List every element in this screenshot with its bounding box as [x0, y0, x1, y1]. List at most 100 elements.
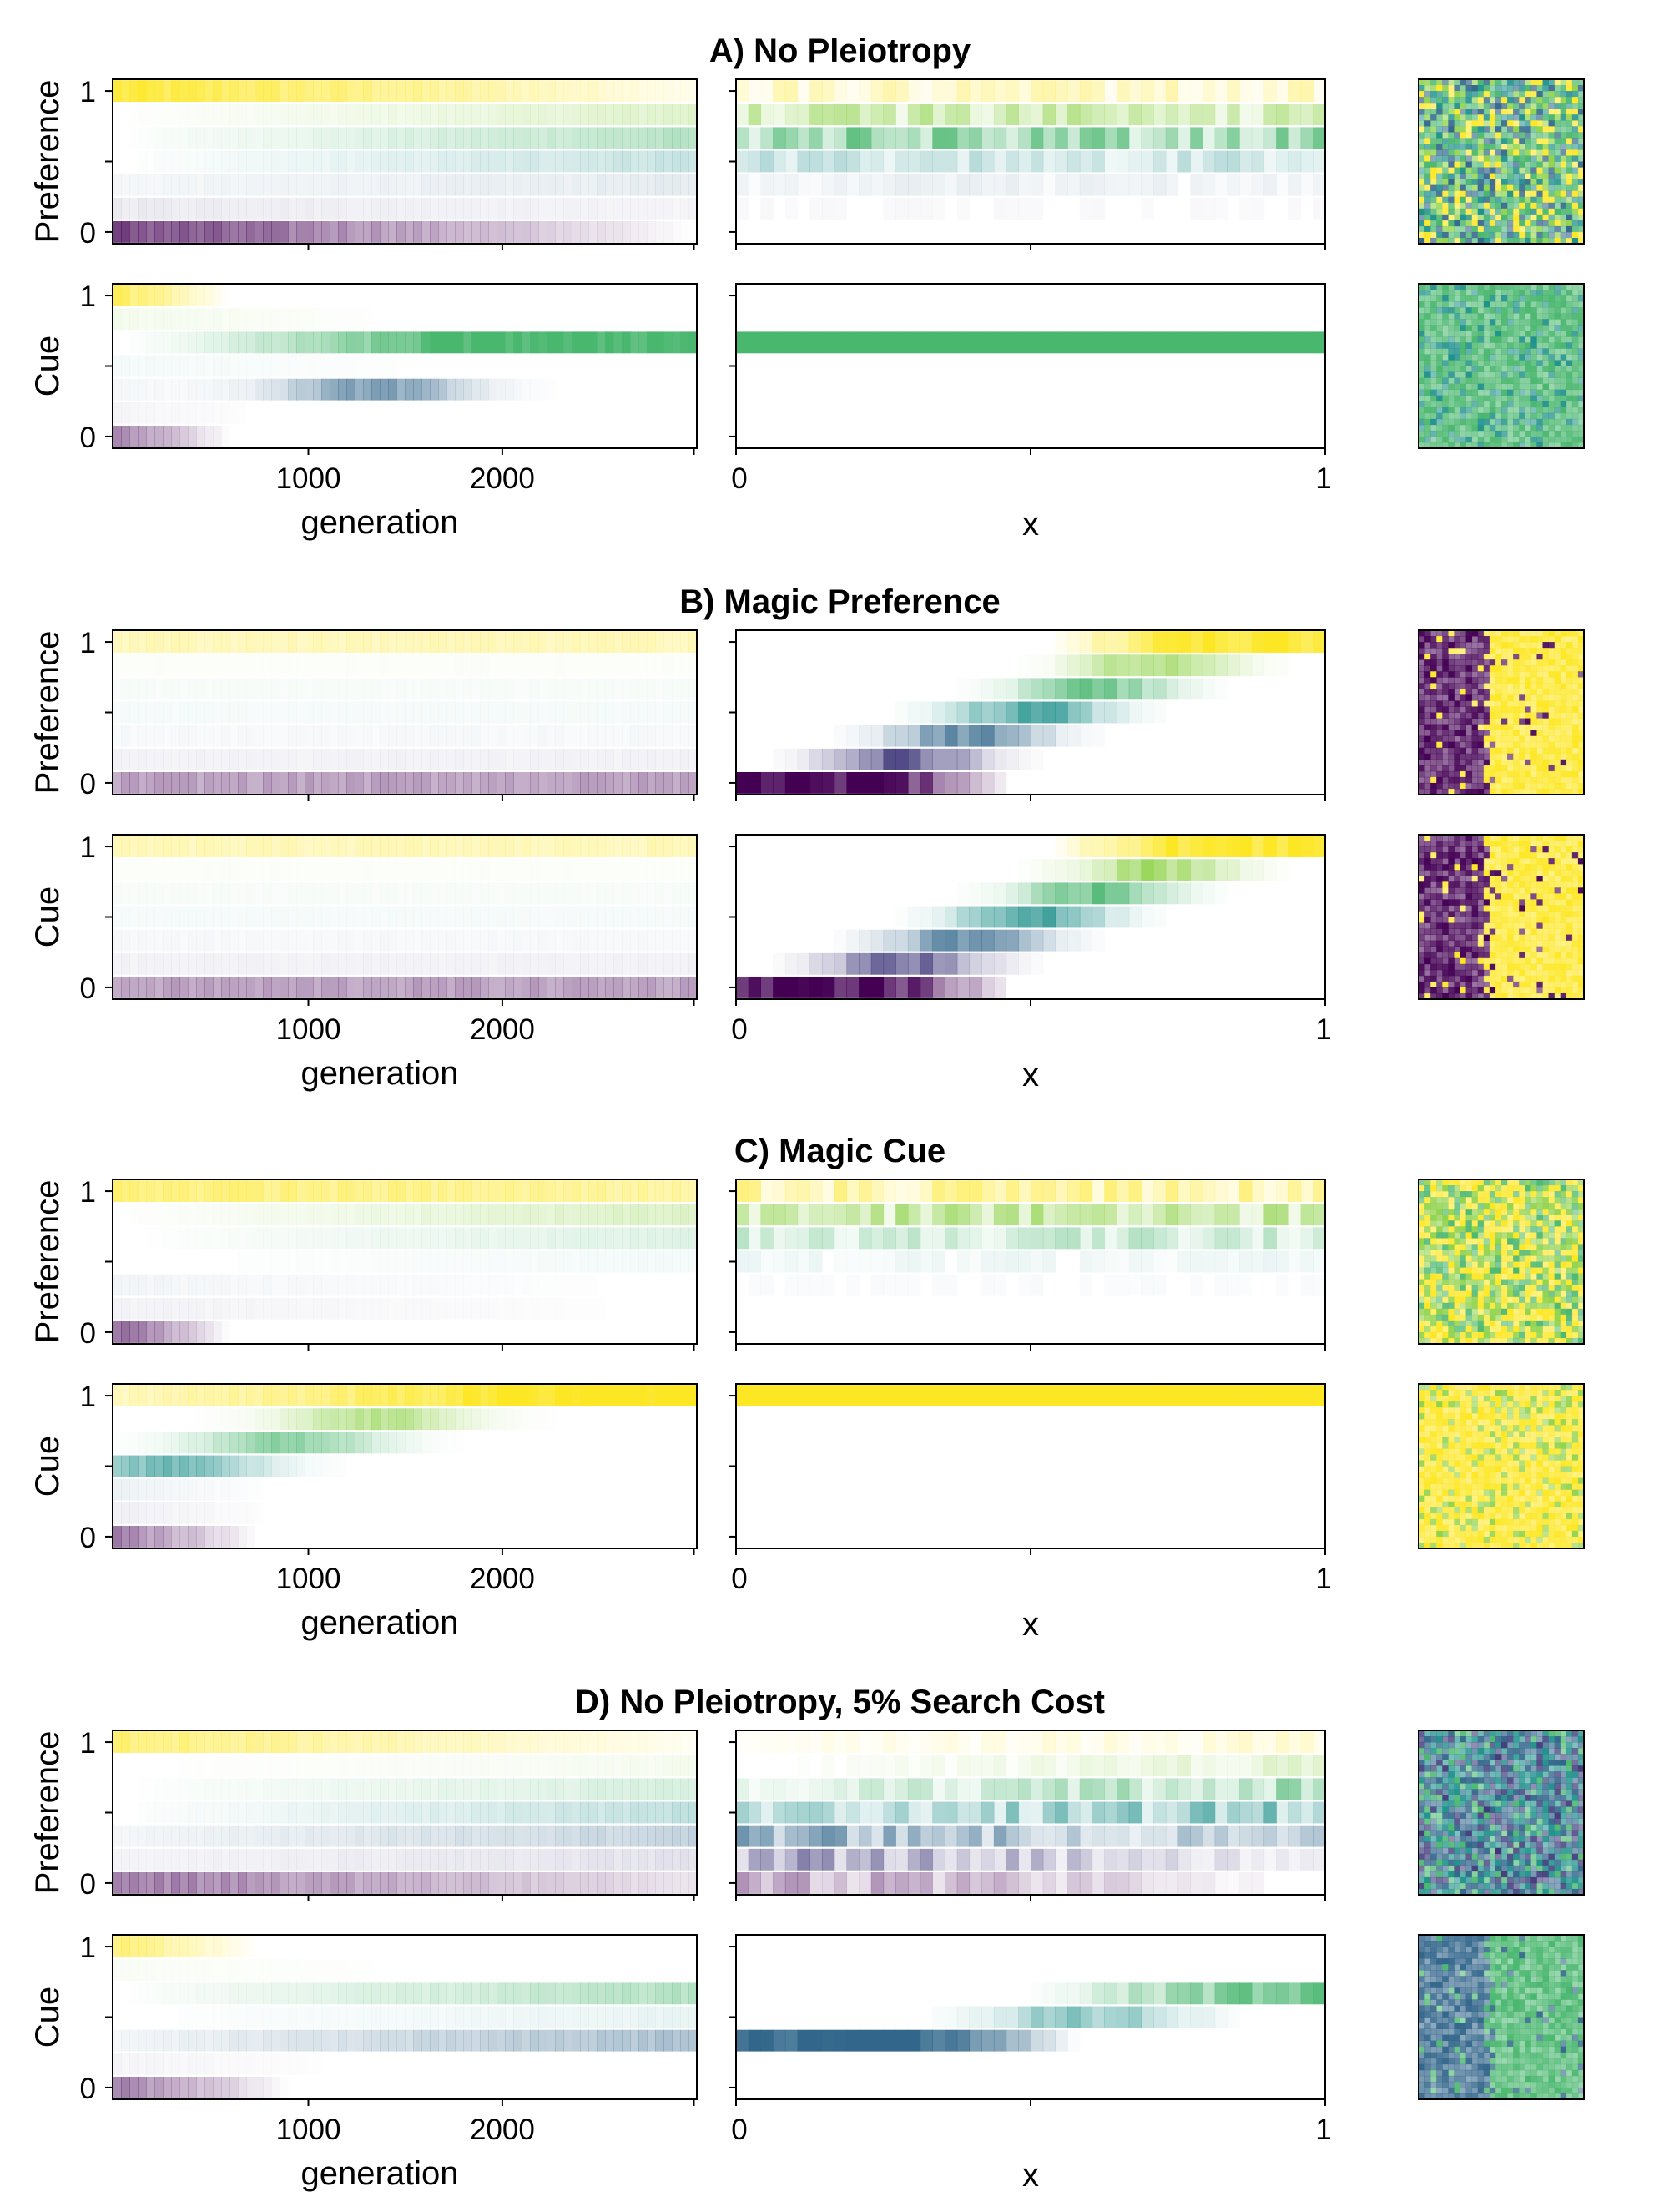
map-cell [1424, 184, 1431, 192]
map-cell [1566, 161, 1573, 168]
map-cell [1489, 354, 1496, 361]
space-cell [1190, 174, 1203, 196]
time-cell [204, 425, 214, 447]
map-cell [1519, 841, 1525, 847]
map-cell [1419, 109, 1425, 115]
time-cell [371, 929, 381, 952]
map-cell [1436, 747, 1443, 755]
time-cell [430, 631, 439, 654]
time-cell [238, 197, 247, 220]
space-cell [1116, 174, 1130, 196]
map-cell [1483, 677, 1490, 684]
time-cell [580, 952, 589, 975]
space-cell [1141, 701, 1154, 724]
time-cell [572, 771, 581, 794]
map-cell [1424, 418, 1431, 426]
map-cell [1471, 132, 1479, 139]
map-cell [1548, 173, 1556, 180]
map-cell [1542, 630, 1549, 637]
time-cell [572, 80, 581, 103]
time-cell [488, 748, 497, 770]
map-cell [1530, 881, 1537, 888]
map-cell [1465, 424, 1473, 432]
time-cell [488, 378, 497, 401]
map-cell [1571, 354, 1579, 361]
map-cell [1419, 371, 1425, 378]
time-cell [271, 976, 280, 998]
map-cell [1483, 214, 1490, 221]
time-cell [313, 836, 322, 858]
time-cell [305, 882, 314, 905]
map-cell [1424, 313, 1431, 320]
map-cell [1436, 864, 1443, 871]
space-cell [1288, 104, 1302, 126]
space-cell [883, 104, 896, 126]
time-cell [513, 80, 522, 103]
time-cell [513, 104, 522, 126]
map-cell [1554, 202, 1561, 210]
map-cell [1554, 109, 1561, 115]
time-cell [647, 836, 656, 858]
time-cell [179, 678, 189, 699]
map-cell [1501, 648, 1508, 654]
map-cell [1424, 694, 1431, 701]
time-cell [246, 197, 255, 220]
time-cell [647, 678, 656, 700]
map-cell [1436, 852, 1443, 859]
map-cell [1419, 208, 1425, 215]
map-cell [1560, 138, 1567, 144]
map-cell [1571, 424, 1579, 432]
map-cell [1560, 712, 1567, 719]
time-cell [138, 220, 147, 243]
map-cell [1442, 788, 1449, 795]
map-cell [1536, 290, 1543, 296]
time-cell [497, 197, 506, 220]
map-cell [1571, 642, 1579, 649]
map-cell [1436, 97, 1443, 104]
time-cell [129, 285, 139, 307]
map-cell [1442, 301, 1449, 308]
map-cell [1560, 747, 1567, 755]
map-cell [1419, 718, 1425, 725]
map-cell [1542, 208, 1549, 215]
map-cell [1577, 407, 1585, 414]
map-cell [1454, 870, 1460, 876]
map-cell [1495, 313, 1502, 320]
map-cell [1460, 295, 1466, 302]
map-cell [1454, 665, 1460, 672]
map-cell [1419, 360, 1425, 366]
time-cell [572, 150, 581, 173]
map-cell [1571, 852, 1579, 859]
space-cell [1055, 127, 1068, 149]
map-cell [1471, 841, 1479, 847]
map-cell [1566, 788, 1573, 795]
map-cell [1430, 342, 1437, 349]
time-cell [663, 654, 673, 676]
time-cell [271, 836, 280, 858]
space-cell [1055, 929, 1068, 952]
map-cell [1501, 307, 1508, 314]
space-cell [1018, 929, 1031, 952]
time-cell [163, 859, 172, 881]
map-cell [1471, 852, 1479, 859]
time-cell [597, 174, 606, 196]
map-cell [1419, 401, 1425, 408]
time-cell [638, 725, 648, 747]
time-cell [204, 80, 214, 103]
map-cell [1548, 770, 1556, 778]
space-cell [895, 748, 909, 770]
map-cell [1525, 97, 1531, 104]
map-cell [1513, 753, 1520, 760]
map-cell [1465, 377, 1473, 385]
space-cell [1214, 331, 1228, 354]
time-cell [204, 220, 214, 243]
map-cell [1536, 671, 1543, 678]
time-cell [154, 771, 164, 794]
space-cell [1006, 331, 1019, 354]
space-cell [1177, 654, 1191, 677]
time-cell [388, 906, 397, 928]
space-cell [1067, 174, 1081, 196]
time-cell [463, 654, 472, 676]
map-cell [1501, 636, 1508, 643]
map-cell [1424, 864, 1431, 871]
